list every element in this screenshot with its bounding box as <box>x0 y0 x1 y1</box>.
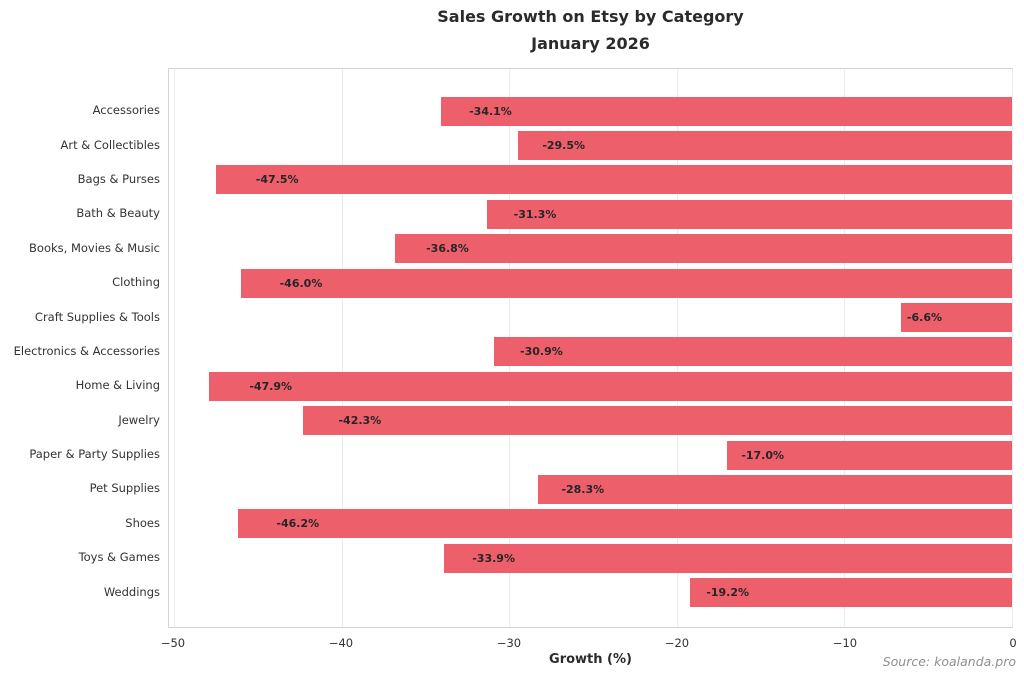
bar-value-label: -46.0% <box>279 276 323 290</box>
category-label: Shoes <box>125 515 160 530</box>
gridline <box>1012 69 1013 627</box>
bar: -6.6% <box>901 303 1012 333</box>
bar-row: -42.3% <box>169 404 1012 438</box>
bar-value-label: -46.2% <box>276 517 320 531</box>
bar-row: -36.8% <box>169 232 1012 266</box>
category-label: Clothing <box>112 275 160 290</box>
bar: -42.3% <box>303 406 1012 436</box>
bar-row: -34.1% <box>169 94 1012 128</box>
category-label: Books, Movies & Music <box>29 240 160 255</box>
category-label: Home & Living <box>75 378 160 393</box>
bar-row: -17.0% <box>169 438 1012 472</box>
category-label: Pet Supplies <box>89 481 160 496</box>
source-credit: Source: koalanda.pro <box>882 654 1016 669</box>
bar-row: -31.3% <box>169 197 1012 231</box>
bar: -29.5% <box>517 131 1012 161</box>
category-axis: Accessories Art & Collectibles Bags & Purs… <box>0 68 160 609</box>
bar-row: -29.5% <box>169 128 1012 162</box>
category-label: Bath & Beauty <box>76 206 160 221</box>
x-tick-label: −50 <box>160 636 186 650</box>
category-label: Bags & Purses <box>77 171 160 186</box>
bar: -17.0% <box>727 440 1012 470</box>
bar-value-label: -28.3% <box>561 482 605 496</box>
bar: -46.0% <box>241 268 1012 298</box>
category-label: Paper & Party Supplies <box>29 447 160 462</box>
category-label: Jewelry <box>118 412 160 427</box>
bar-value-label: -6.6% <box>906 311 942 325</box>
bar-row: -6.6% <box>169 300 1012 334</box>
bar: -46.2% <box>237 509 1012 539</box>
bar-row: -46.0% <box>169 266 1012 300</box>
bar-value-label: -19.2% <box>706 586 750 600</box>
gridline <box>174 69 175 627</box>
x-tick-label: −30 <box>496 636 522 650</box>
x-tick-label: −10 <box>832 636 858 650</box>
bar: -36.8% <box>395 234 1012 264</box>
bar: -47.9% <box>209 371 1012 401</box>
bar-row: -47.9% <box>169 369 1012 403</box>
bar-value-label: -47.9% <box>249 379 293 393</box>
bar: -28.3% <box>537 474 1012 504</box>
bar-value-label: -31.3% <box>513 207 557 221</box>
category-label: Electronics & Accessories <box>13 343 160 358</box>
bar: -33.9% <box>443 543 1012 573</box>
category-label: Weddings <box>103 584 160 599</box>
bar-row: -47.5% <box>169 163 1012 197</box>
bar-row: -19.2% <box>169 575 1012 609</box>
bar-row: -46.2% <box>169 507 1012 541</box>
bar: -47.5% <box>215 165 1012 195</box>
chart-subtitle: January 2026 <box>531 34 650 53</box>
bar-row: -28.3% <box>169 472 1012 506</box>
category-label: Toys & Games <box>78 550 160 565</box>
bar: -19.2% <box>690 578 1012 608</box>
bar: -34.1% <box>440 96 1012 126</box>
x-tick-label: −40 <box>328 636 354 650</box>
bar-value-label: -30.9% <box>520 345 563 359</box>
bar: -30.9% <box>494 337 1012 367</box>
category-label: Accessories <box>92 103 160 118</box>
category-label: Craft Supplies & Tools <box>34 309 160 324</box>
x-axis-label: Growth (%) <box>549 652 632 667</box>
bar-value-label: -29.5% <box>542 139 586 153</box>
bars-container: -34.1% -29.5% -47.5% -31.3% -36.8% -46.0% -6.6… <box>169 69 1012 627</box>
bar-value-label: -47.5% <box>255 173 299 187</box>
gridline <box>341 69 343 627</box>
x-tick-label: −20 <box>664 636 690 650</box>
title-block: Sales Growth on Etsy by Category January… <box>168 3 1013 57</box>
bar-value-label: -34.1% <box>469 104 512 118</box>
bar: -31.3% <box>487 199 1012 229</box>
plot-area: -34.1% -29.5% -47.5% -31.3% -36.8% -46.0% -6.6… <box>168 68 1013 628</box>
x-tick-label: 0 <box>1009 636 1017 650</box>
bar-value-label: -36.8% <box>426 242 469 256</box>
chart-title: Sales Growth on Etsy by Category <box>437 7 744 26</box>
bar-value-label: -33.9% <box>472 551 515 565</box>
bar-value-label: -17.0% <box>741 448 785 462</box>
bar-value-label: -42.3% <box>338 414 382 428</box>
category-label: Art & Collectibles <box>60 137 160 152</box>
bar-row: -30.9% <box>169 335 1012 369</box>
bar-row: -33.9% <box>169 541 1012 575</box>
